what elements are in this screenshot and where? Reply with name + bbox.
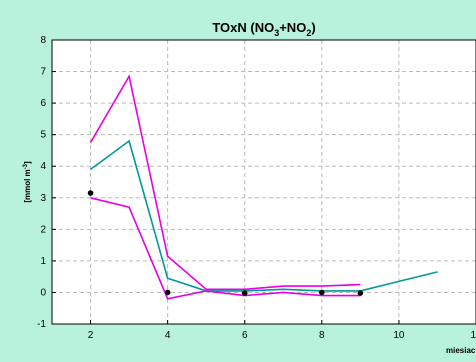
obs-point (319, 289, 325, 296)
plot-area (52, 40, 476, 324)
y-tick-label: 7 (40, 67, 46, 78)
obs-point (241, 290, 248, 296)
series-line-mean (90, 139, 438, 292)
obs-point (87, 190, 94, 196)
x-tick-label: 10 (393, 330, 405, 341)
obs-point (164, 289, 171, 296)
y-tick-label: 3 (40, 193, 46, 204)
y-tick-label: 1 (40, 256, 46, 267)
series-line-lower (90, 197, 361, 300)
x-tick-label: 12 (470, 330, 476, 341)
plot-frame (51, 39, 476, 325)
x-tick-label: 2 (88, 330, 94, 341)
x-tick-label: 8 (319, 330, 325, 341)
x-axis-label: miesiac (446, 346, 476, 355)
obs-point (357, 290, 364, 296)
y-tick-label: 0 (40, 287, 46, 298)
y-tick-label: 6 (40, 98, 46, 109)
x-tick-label: 4 (165, 330, 171, 341)
y-tick-label: 5 (40, 130, 46, 141)
chart-title: TOxN (NO3+NO2) (212, 20, 315, 38)
series (87, 74, 438, 300)
y-tick-label: 8 (40, 35, 46, 46)
x-tick-label: 6 (242, 330, 248, 341)
y-tick-label: 2 (40, 224, 46, 235)
y-tick-label: -1 (37, 319, 46, 330)
y-tick-label: 4 (40, 161, 46, 172)
series-line-upper (89, 74, 361, 291)
y-axis-label: [mmol m-3] (23, 161, 32, 203)
